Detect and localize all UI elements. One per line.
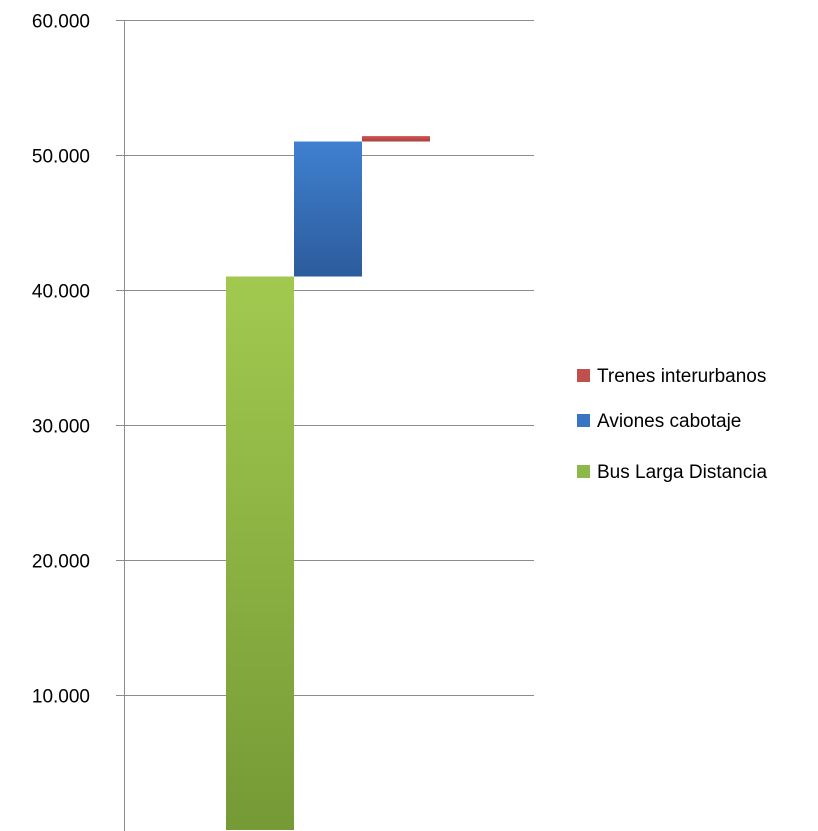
legend-swatch-bus-larga-distancia xyxy=(577,465,590,478)
legend: Trenes interurbanos Aviones cabotaje Bus L… xyxy=(577,366,767,483)
bars xyxy=(226,136,430,830)
legend-swatch-trenes-interurbanos xyxy=(577,369,590,382)
bar-bus-larga-distancia xyxy=(226,276,294,830)
legend-label-bus-larga-distancia: Bus Larga Distancia xyxy=(597,462,767,483)
y-tick-label: 60.000 xyxy=(32,12,90,33)
legend-swatch-aviones-cabotaje xyxy=(577,414,590,427)
y-tick-label: 20.000 xyxy=(32,552,90,573)
y-tick-label: 30.000 xyxy=(32,417,90,438)
legend-label-aviones-cabotaje: Aviones cabotaje xyxy=(597,411,741,432)
bar-aviones-cabotaje xyxy=(294,141,362,277)
y-tick-label: 10.000 xyxy=(32,687,90,708)
y-tick-label: 50.000 xyxy=(32,147,90,168)
y-tick-label: 40.000 xyxy=(32,282,90,303)
gridlines xyxy=(116,20,534,696)
y-tick-labels: 10.000 20.000 30.000 40.000 50.000 60.000 xyxy=(32,12,90,708)
bar-trenes-interurbanos xyxy=(362,136,430,142)
legend-label-trenes-interurbanos: Trenes interurbanos xyxy=(597,366,766,387)
